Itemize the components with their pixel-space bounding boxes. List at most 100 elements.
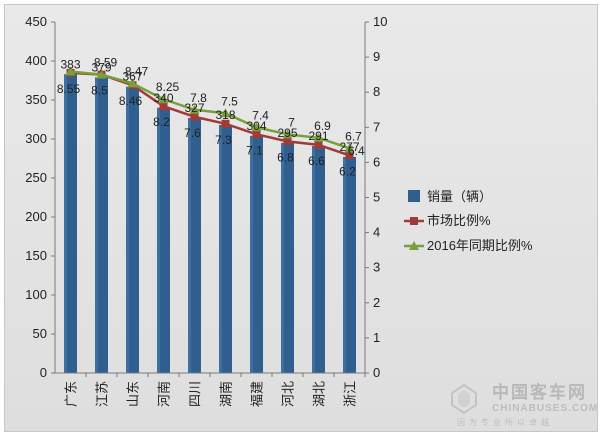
axes-group: 0 50 100 150 200 250 300 350 400 450 0 1 2 3 4 5 6 7 8 9 10 广… — [25, 14, 387, 407]
series-point-1 — [314, 140, 323, 149]
series-point-2 — [65, 66, 76, 76]
y-right-tick-label: 7 — [373, 119, 380, 134]
y-left-tick-label: 350 — [25, 92, 47, 107]
bar-value-label: 318 — [215, 108, 235, 122]
bar-highlight-8 — [312, 146, 315, 373]
y-right-tick-label: 10 — [373, 14, 387, 29]
data-labels-group: 383 379 367 340 327 318 304 295 291 277 8.55 8.5 8.4… — [57, 56, 365, 179]
y-left-tick-label: 50 — [33, 326, 47, 341]
y2016-value-label: 8.47 — [125, 64, 149, 78]
series-point-1 — [221, 119, 230, 128]
bar-value-label: 327 — [184, 101, 204, 115]
bar-6 — [250, 135, 263, 373]
series-point-1 — [345, 151, 354, 160]
bar-1 — [95, 77, 108, 373]
market-value-label: 6.2 — [339, 164, 356, 178]
series-point-1 — [252, 130, 261, 139]
x-tick-label: 江苏 — [95, 381, 110, 407]
x-tick-label: 四川 — [188, 381, 203, 407]
y-left-tick-label: 450 — [25, 14, 47, 29]
bar-9 — [343, 156, 356, 373]
y-right-tick-label: 4 — [373, 225, 380, 240]
market-value-label: 8.55 — [57, 82, 81, 96]
bar-7 — [281, 142, 294, 373]
legend: 销量（辆） 市场比例% 2016年同期比例% — [404, 189, 533, 253]
watermark-slogan: 因为专业所以卓越 — [457, 417, 553, 427]
chart-frame: 0 50 100 150 200 250 300 350 400 450 0 1 2 3 4 5 6 7 8 9 10 广… — [4, 4, 598, 432]
bar-3 — [157, 107, 170, 374]
bar-0 — [64, 74, 77, 373]
y-right-tick-label: 9 — [373, 49, 380, 64]
y-left-tick-label: 250 — [25, 170, 47, 185]
y2016-value-label: 7 — [288, 115, 295, 129]
bar-highlight-7 — [281, 142, 284, 373]
lines-group — [65, 66, 355, 160]
legend-label-2016: 2016年同期比例% — [427, 238, 533, 253]
y-right-tick-label: 5 — [373, 190, 380, 205]
market-value-label: 7.3 — [215, 133, 232, 147]
chart-svg: 0 50 100 150 200 250 300 350 400 450 0 1 2 3 4 5 6 7 8 9 10 广… — [25, 14, 597, 427]
market-value-label: 8.5 — [91, 84, 108, 98]
market-value-label: 7.1 — [246, 143, 263, 157]
bar-highlight-2 — [126, 86, 129, 374]
bar-4 — [188, 117, 201, 373]
x-tick-label: 湖南 — [219, 381, 234, 407]
series-point-2 — [96, 69, 107, 79]
series-point-2 — [282, 129, 293, 139]
series-point-2 — [127, 78, 138, 88]
bar-highlight-5 — [219, 124, 222, 374]
y-left-tick-label: 100 — [25, 287, 47, 302]
y2016-value-label: 6.9 — [314, 119, 331, 133]
bar-highlight-1 — [95, 77, 98, 373]
market-value-label: 8.2 — [153, 115, 170, 129]
watermark: 中国客车网 CHINABUSES.COM 因为专业所以卓越 — [451, 382, 597, 427]
bar-value-label: 379 — [91, 60, 111, 74]
extra-value-label: 6.4 — [348, 144, 365, 158]
bar-5 — [219, 124, 232, 374]
series-point-2 — [344, 143, 355, 153]
y-left-tick-label: 300 — [25, 131, 47, 146]
market-value-label: 6.6 — [308, 154, 325, 168]
y2016-value-label: 8.25 — [156, 80, 180, 94]
market-value-label: 7.6 — [184, 126, 201, 140]
y2016-value-label: 6.7 — [345, 129, 362, 143]
y-right-tick-label: 8 — [373, 84, 380, 99]
bar-8 — [312, 146, 325, 373]
series-point-1 — [159, 102, 168, 111]
y2016-value-label: 7.4 — [252, 108, 269, 122]
series-point-1 — [283, 137, 292, 146]
bar-highlight-0 — [64, 74, 67, 373]
bar-value-label: 291 — [308, 129, 328, 143]
y-right-tick-label: 6 — [373, 154, 380, 169]
legend-swatch-bar — [408, 190, 420, 202]
y-left-tick-label: 150 — [25, 248, 47, 263]
bar-2 — [126, 86, 139, 374]
watermark-cn: 中国客车网 — [492, 382, 587, 402]
bar-value-label: 295 — [277, 126, 297, 140]
y-left-tick-label: 0 — [40, 365, 47, 380]
y-right-tick-label: 2 — [373, 295, 380, 310]
bar-highlight-9 — [343, 156, 346, 373]
series-point-2 — [189, 104, 200, 114]
x-tick-label: 湖北 — [312, 381, 327, 407]
series-point-1 — [190, 112, 199, 121]
market-value-label: 8.46 — [119, 94, 143, 108]
y2016-value-label: 7.5 — [221, 94, 238, 108]
bar-value-label: 383 — [60, 57, 80, 71]
bar-highlight-4 — [188, 117, 191, 373]
y-right-tick-label: 0 — [373, 365, 380, 380]
bar-highlight-6 — [250, 135, 253, 373]
series-line-2 — [70, 70, 350, 150]
y2016-value-label: 7.8 — [190, 91, 207, 105]
bars-group — [64, 74, 356, 374]
legend-label-market: 市场比例% — [427, 213, 491, 228]
legend-label-bar: 销量（辆） — [427, 189, 492, 204]
y-left-tick-label: 400 — [25, 53, 47, 68]
watermark-logo-icon — [451, 383, 477, 415]
x-tick-label: 山东 — [126, 381, 141, 407]
bar-value-label: 277 — [339, 140, 359, 154]
y-left-tick-label: 200 — [25, 209, 47, 224]
x-tick-label: 广东 — [64, 381, 79, 407]
bar-value-label: 367 — [122, 70, 142, 84]
market-value-label: 6.8 — [277, 150, 294, 164]
